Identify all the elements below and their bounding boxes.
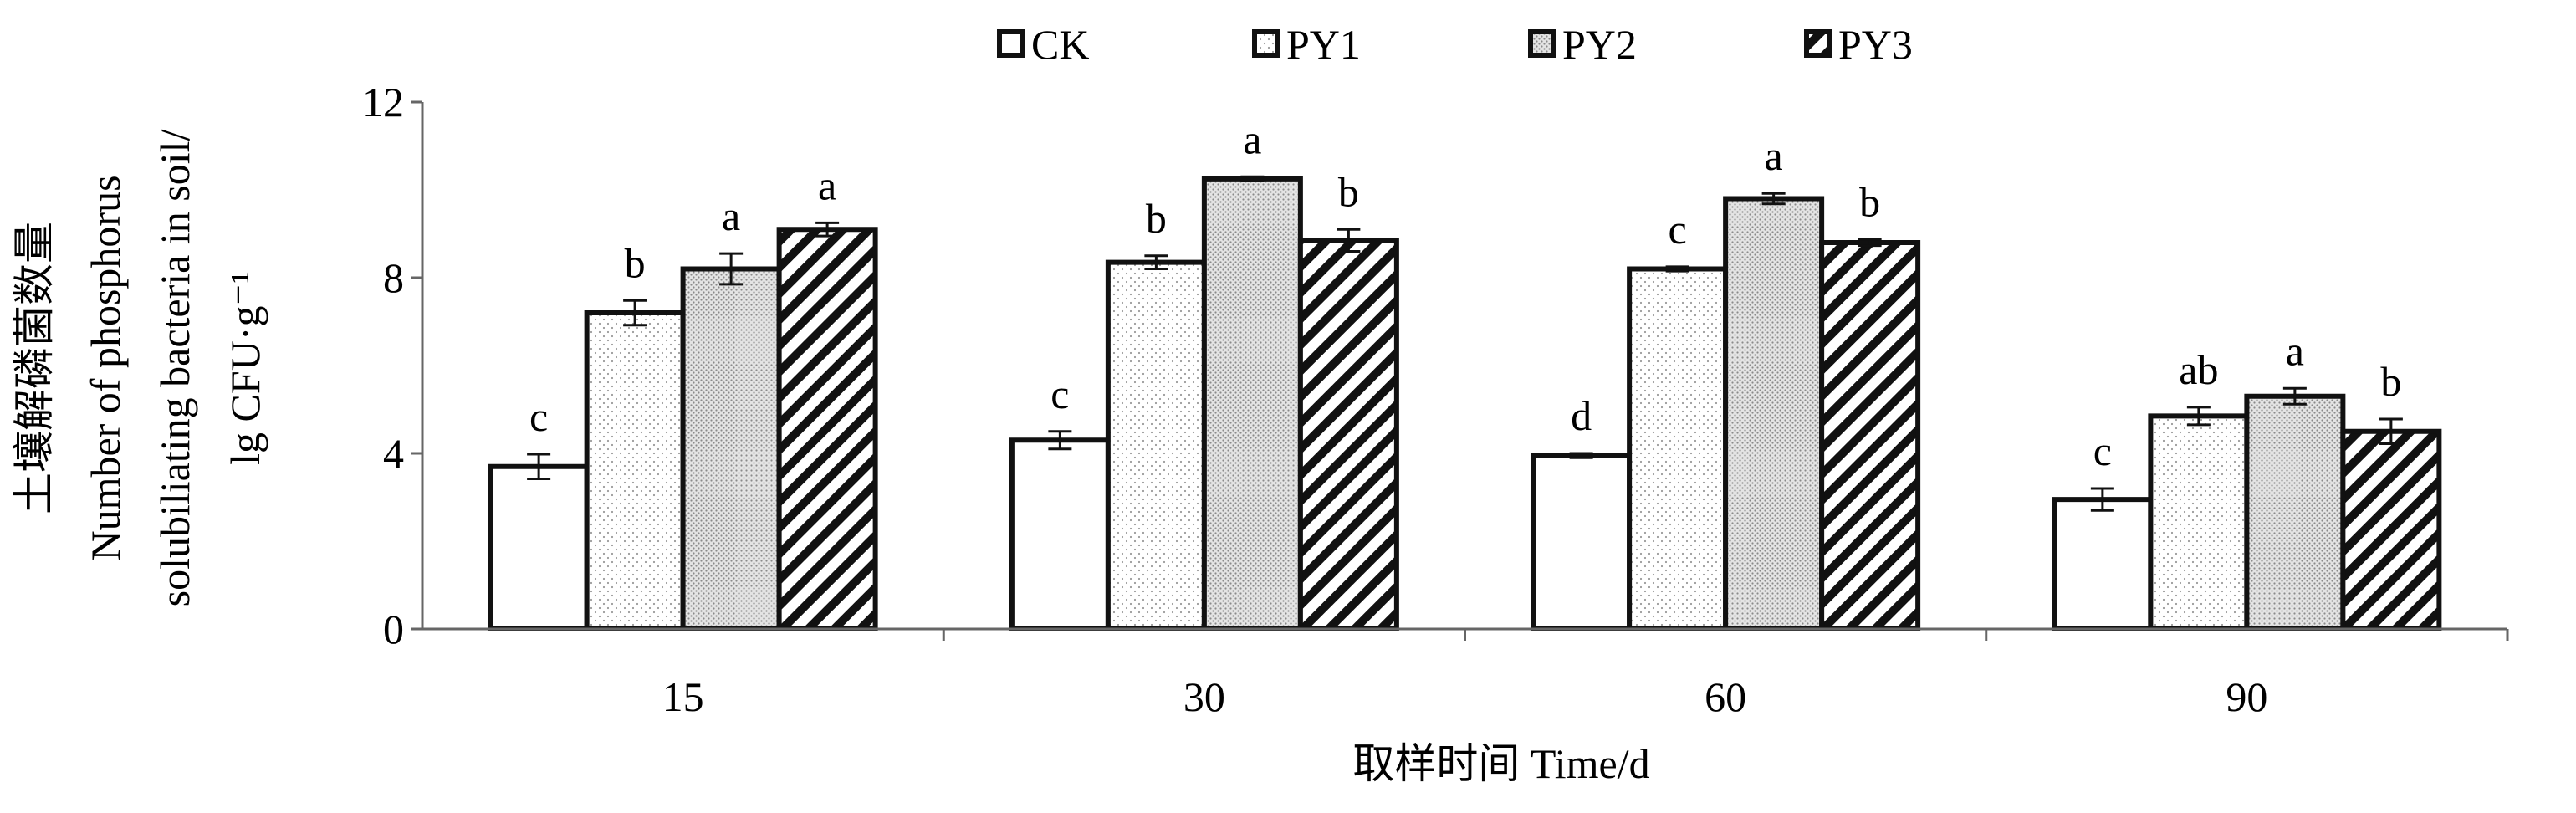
bar-py2-15 (680, 266, 782, 631)
y-axis-title-line: 土壤解磷菌数量 (11, 222, 58, 514)
significance-label: b (1146, 195, 1167, 242)
error-bar (2379, 417, 2403, 445)
significance-label: a (1765, 132, 1783, 179)
bar-ck-30 (1009, 437, 1111, 631)
significance-label: c (1050, 371, 1069, 417)
significance-label: b (2380, 358, 2401, 405)
y-axis-title-line: lg CFU·g⁻¹ (222, 271, 268, 465)
legend-item-ck: CK (997, 21, 1089, 68)
bar-py2-90 (2244, 393, 2346, 631)
bar-py3-30 (1297, 238, 1399, 631)
bar-py2-30 (1201, 176, 1303, 631)
bar-ck-60 (1531, 453, 1633, 631)
significance-label: b (1338, 168, 1359, 215)
error-bar (2186, 406, 2211, 427)
error-bar (527, 453, 551, 480)
legend-swatch (1252, 29, 1280, 58)
legend-label: PY1 (1286, 21, 1361, 68)
significance-label: a (2286, 327, 2304, 374)
x-axis-title: 取样时间 Time/d (1352, 740, 1649, 787)
error-bar (815, 221, 840, 238)
error-bar (1665, 265, 1689, 273)
legend-swatch (1528, 29, 1556, 58)
significance-label: ab (2179, 346, 2218, 393)
error-bar (2090, 487, 2114, 512)
legend: CK PY1 PY2 PY3 (997, 21, 1913, 68)
significance-label: a (1243, 115, 1261, 162)
bar-py1-90 (2148, 413, 2250, 631)
y-tick-label: 8 (383, 254, 404, 301)
legend-item-py3: PY3 (1804, 21, 1913, 68)
y-axis-title-line: solubiliating bacteria in soil/ (151, 130, 198, 607)
x-tick-label: 15 (662, 673, 704, 720)
legend-swatch (997, 29, 1025, 58)
legend-swatch (1804, 29, 1832, 58)
bar-py2-60 (1723, 196, 1825, 631)
significance-label: b (625, 239, 646, 286)
error-bar (1144, 254, 1168, 270)
x-tick-label: 30 (1183, 673, 1225, 720)
legend-item-py1: PY1 (1252, 21, 1361, 68)
error-bar (1240, 175, 1265, 182)
x-tick-label: 60 (1705, 673, 1746, 720)
y-tick-label: 0 (383, 606, 404, 652)
legend-label: PY2 (1562, 21, 1637, 68)
significance-label: c (529, 393, 548, 440)
bar-py3-15 (776, 227, 878, 631)
legend-item-py2: PY2 (1528, 21, 1637, 68)
bar-py3-60 (1819, 240, 1921, 631)
legend-label: PY3 (1838, 21, 1913, 68)
legend-label: CK (1031, 21, 1089, 68)
significance-label: a (722, 192, 740, 239)
error-bar (1858, 238, 1882, 248)
y-axis-title: 土壤解磷菌数量 Number of phosphorus solubiliati… (11, 130, 268, 607)
bar-py1-60 (1627, 266, 1729, 631)
bar-py3-90 (2340, 428, 2442, 631)
significance-label: d (1571, 392, 1592, 439)
error-bar (1048, 430, 1072, 451)
significance-label: c (1669, 206, 1687, 253)
bar-py1-30 (1105, 259, 1207, 631)
bar-ck-90 (2052, 497, 2154, 631)
error-bar (623, 299, 647, 327)
x-tick-label: 90 (2226, 673, 2267, 720)
error-bar (1569, 452, 1593, 459)
bar-ck-15 (488, 463, 590, 631)
significance-label: c (2093, 427, 2112, 474)
y-tick-label: 12 (362, 79, 404, 125)
error-bar (719, 252, 744, 286)
error-bar (1761, 192, 1786, 206)
bar-py1-15 (584, 310, 686, 631)
significance-label: b (1859, 178, 1880, 225)
y-axis-title-line: Number of phosphorus (82, 175, 129, 560)
y-tick-label: 4 (383, 430, 404, 477)
significance-label: a (818, 161, 836, 208)
error-bar (1337, 228, 1361, 253)
error-bar (2282, 386, 2307, 406)
